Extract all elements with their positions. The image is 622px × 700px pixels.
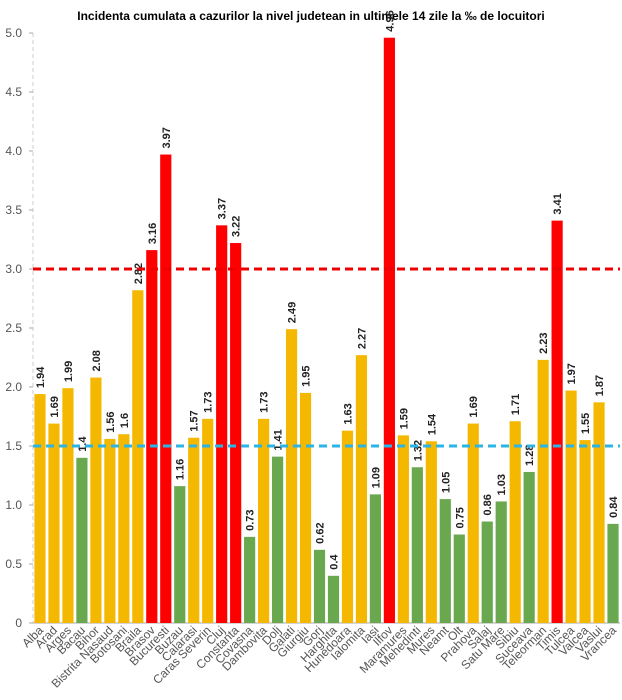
- bar: [90, 377, 102, 623]
- value-label: 1.28: [524, 445, 536, 466]
- value-label: 1.56: [105, 411, 117, 432]
- value-label: 1.59: [398, 408, 410, 429]
- value-label: 1.69: [468, 396, 480, 417]
- y-tick-label: 2.5: [5, 321, 22, 335]
- value-label: 2.82: [133, 263, 145, 284]
- value-label: 3.16: [147, 223, 159, 244]
- bar: [258, 418, 270, 623]
- y-tick-label: 3.5: [5, 203, 22, 217]
- value-label: 1.55: [580, 413, 592, 434]
- value-label: 1.57: [189, 410, 201, 431]
- bar: [509, 421, 521, 623]
- bar: [579, 440, 591, 623]
- bar: [299, 392, 312, 623]
- value-label: 3.41: [552, 193, 564, 214]
- value-label: 0.4: [328, 554, 340, 570]
- y-tick-label: 4.0: [5, 144, 22, 158]
- value-label: 3.22: [231, 216, 243, 237]
- bar: [202, 418, 214, 623]
- value-label: 1.99: [63, 361, 75, 382]
- bar: [481, 521, 493, 623]
- bar: [369, 494, 382, 623]
- value-label: 0.75: [454, 507, 466, 528]
- bar: [565, 390, 577, 623]
- value-label: 1.63: [342, 403, 354, 424]
- value-label: 1.6: [119, 413, 131, 428]
- value-label: 0.62: [315, 522, 327, 543]
- bar: [411, 467, 423, 623]
- value-label: 1.32: [412, 440, 424, 461]
- bar: [216, 225, 228, 623]
- value-label: 1.71: [510, 394, 522, 415]
- bar: [62, 388, 74, 623]
- value-label: 1.94: [35, 366, 47, 388]
- value-label: 1.05: [440, 472, 452, 493]
- value-label: 1.95: [301, 365, 313, 386]
- value-label: 2.23: [538, 332, 550, 353]
- bar: [271, 456, 284, 623]
- bar: [76, 457, 88, 623]
- bar: [174, 486, 186, 623]
- bar: [341, 430, 354, 623]
- bar: [537, 359, 549, 623]
- bar: [118, 434, 130, 623]
- y-tick-label: 1.5: [5, 439, 22, 453]
- value-label: 1.87: [594, 375, 606, 396]
- bar: [48, 423, 60, 623]
- value-label: 2.49: [287, 302, 299, 323]
- value-label: 1.16: [175, 459, 187, 480]
- bar: [285, 329, 298, 623]
- bar: [160, 154, 172, 624]
- bar: [425, 441, 437, 623]
- value-label: 1.97: [566, 363, 578, 384]
- bar: [523, 471, 535, 623]
- value-label: 2.27: [356, 328, 368, 349]
- value-label: 4.96: [384, 10, 396, 31]
- value-label: 1.73: [203, 391, 215, 412]
- y-tick-label: 4.5: [5, 85, 22, 99]
- bar: [355, 355, 368, 623]
- y-tick-label: 1.0: [5, 498, 22, 512]
- bar: [607, 523, 619, 623]
- bar: [132, 290, 144, 623]
- value-label: 1.54: [426, 413, 438, 435]
- value-label: 1.69: [49, 396, 61, 417]
- y-tick-label: 0.5: [5, 557, 22, 571]
- y-tick-label: 0: [15, 616, 22, 630]
- value-label: 0.73: [245, 509, 257, 530]
- value-label: 1.73: [259, 391, 271, 412]
- bar: [439, 499, 451, 623]
- bar: [593, 402, 605, 623]
- y-tick-label: 5.0: [5, 26, 22, 40]
- bar: [313, 549, 326, 623]
- bar: [327, 575, 340, 623]
- bar: [495, 501, 507, 623]
- value-label: 0.86: [482, 494, 494, 515]
- bar: [551, 220, 563, 623]
- bar: [397, 435, 409, 623]
- value-label: 3.37: [217, 198, 229, 219]
- value-label: 1.09: [370, 467, 382, 488]
- bar: [104, 438, 116, 623]
- value-label: 3.97: [161, 127, 173, 148]
- value-label: 1.03: [496, 474, 508, 495]
- bar: [146, 250, 158, 623]
- y-tick-label: 3.0: [5, 262, 22, 276]
- bar: [467, 423, 479, 623]
- value-label: 1.4: [77, 436, 89, 452]
- bar: [383, 37, 395, 624]
- bar: [188, 437, 200, 623]
- value-label: 0.84: [608, 496, 620, 518]
- bar: [453, 534, 465, 623]
- y-tick-label: 2.0: [5, 380, 22, 394]
- chart-title: Incidenta cumulata a cazurilor la nivel …: [77, 9, 544, 23]
- bar: [34, 394, 46, 623]
- bar: [244, 536, 256, 623]
- value-label: 2.08: [91, 350, 103, 371]
- bar: [230, 243, 242, 624]
